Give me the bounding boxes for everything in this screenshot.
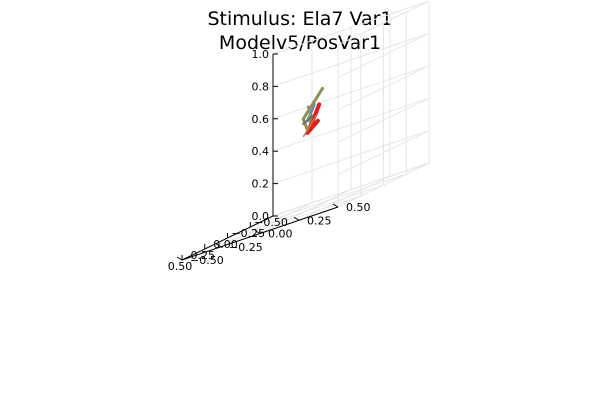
x-tick-label: 0.00 [213, 238, 238, 251]
y-tick-mark [332, 203, 339, 208]
y-tick-mark [254, 230, 261, 234]
y-tick-label: −0.25 [229, 241, 263, 254]
grid-line-back-z [337, 130, 430, 176]
x-tick-label: 0.25 [191, 249, 216, 262]
grid-line-back-z [337, 0, 430, 46]
z-tick-label: 1.0 [252, 48, 270, 61]
z-tick-label: 0.2 [252, 178, 270, 191]
grid-line-back-z [337, 162, 430, 208]
x-tick-label: 0.50 [168, 260, 193, 273]
grid-line-side-z [272, 65, 430, 120]
y-tick-mark [215, 243, 222, 248]
series-line-5 [310, 103, 316, 114]
y-tick-mark [293, 216, 300, 221]
series [301, 86, 324, 137]
y-tick-label: 0.50 [346, 201, 371, 214]
grid-line-side-z [272, 97, 430, 152]
grid-line-side-z [272, 32, 430, 87]
grid-line-floor-y [259, 189, 352, 234]
grid-line-side-z [272, 0, 430, 55]
grid-line-back-z [337, 32, 430, 78]
x-tick-label: −0.50 [254, 216, 288, 229]
series-line-2 [301, 86, 324, 132]
tick-labels: −0.50−0.250.000.250.50−0.50−0.250.000.25… [168, 48, 371, 273]
y-tick-label: 0.25 [307, 214, 332, 227]
chart-title-line-2: Modelv5/PosVar1 [219, 32, 381, 54]
series-line-6 [302, 115, 313, 125]
y-tick-label: −0.50 [190, 254, 224, 267]
z-tick-label: 0.4 [252, 145, 270, 158]
chart-title-line-1: Stimulus: Ela7 Var1 [207, 8, 392, 30]
z-tick-label: 0.8 [252, 80, 270, 93]
series-line-7 [302, 114, 318, 137]
grid-line-side-z [272, 162, 430, 217]
y-tick-mark [176, 256, 183, 261]
grid-line-floor-y [220, 202, 313, 248]
grid-line-back-z [337, 65, 430, 111]
grid-line-back-z [337, 97, 430, 143]
y-tick-label: 0.00 [268, 228, 293, 241]
z-tick-label: 0.0 [252, 210, 270, 223]
grid-line-floor-y [298, 175, 391, 221]
grid-line-side-z [272, 130, 430, 185]
x-tick-label: −0.25 [231, 227, 265, 240]
axes [176, 53, 339, 261]
z-tick-label: 0.6 [252, 113, 270, 126]
